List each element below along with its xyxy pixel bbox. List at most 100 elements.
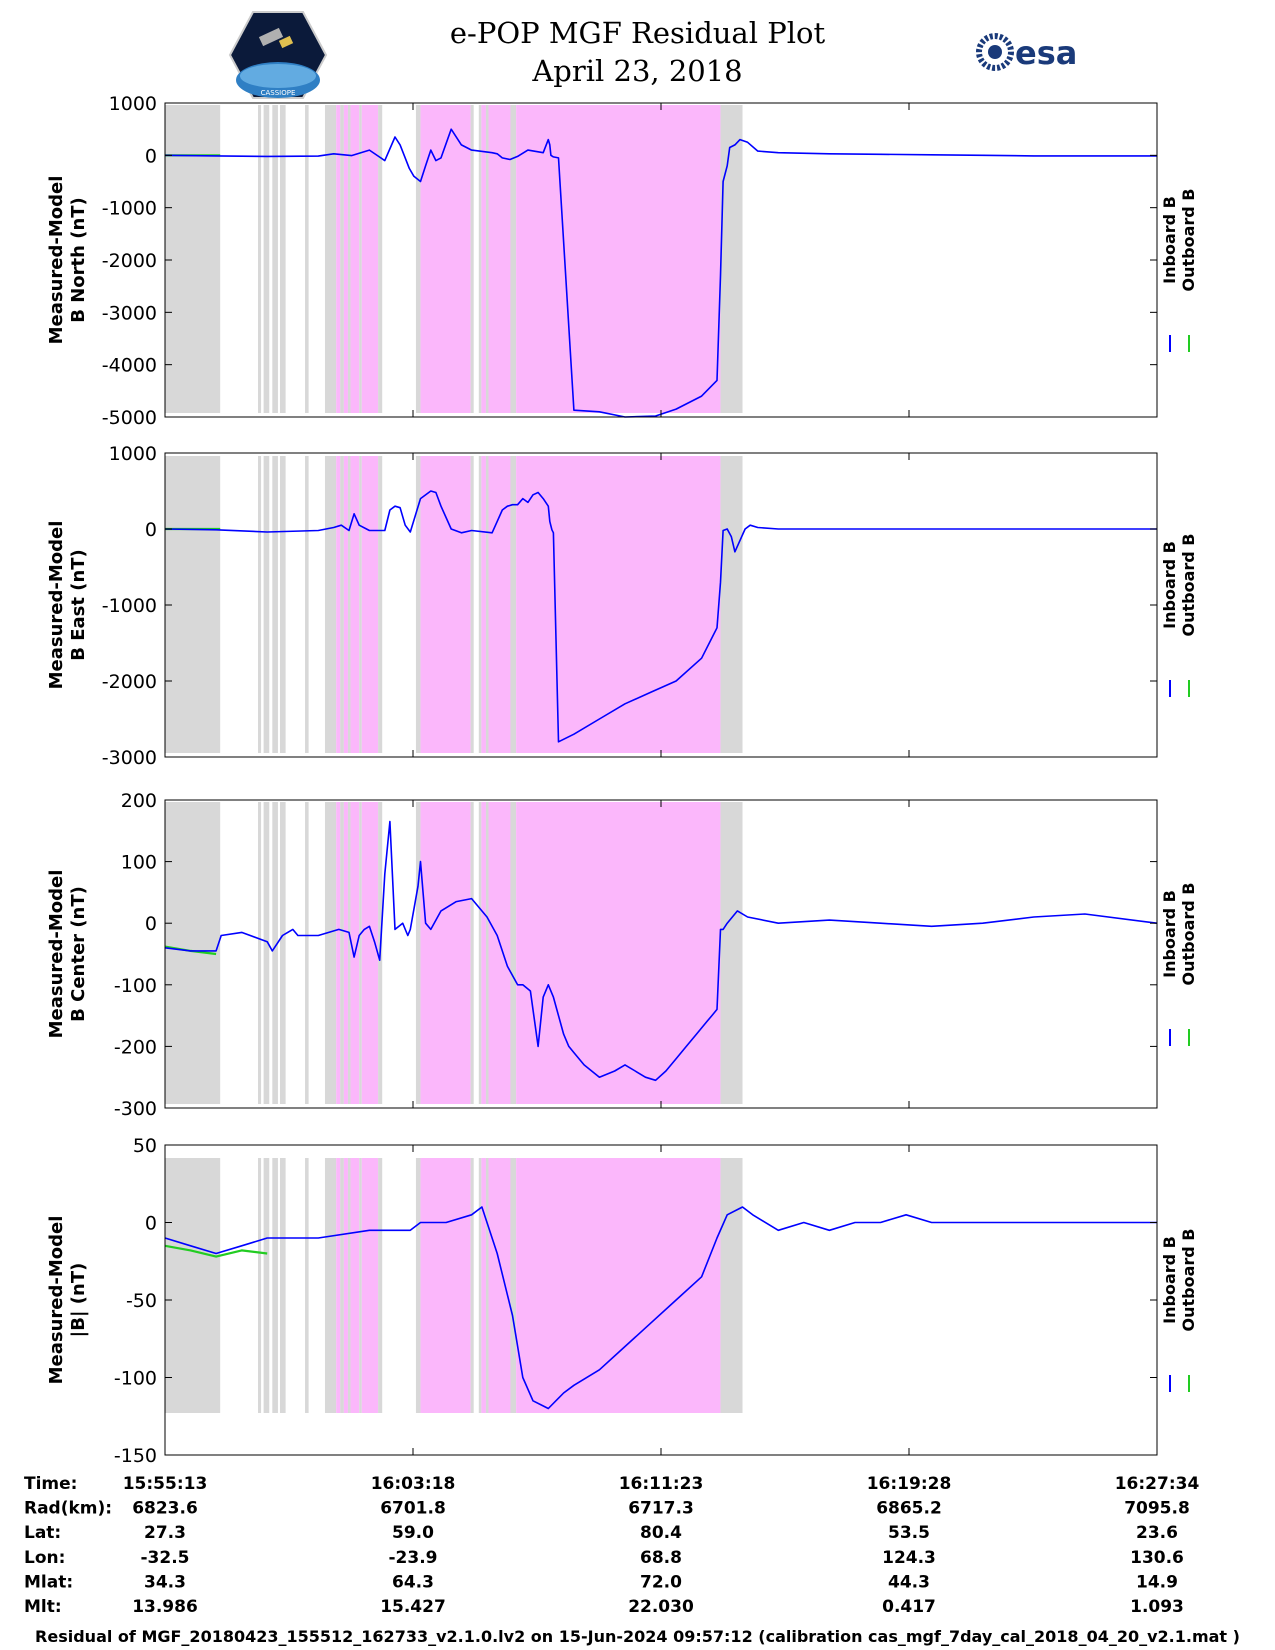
orbit-cell: 44.3: [888, 1572, 930, 1592]
shaded-interval-magenta: [420, 105, 471, 413]
legend-label: Outboard B: [1179, 883, 1198, 986]
shaded-interval-gray: [347, 802, 351, 1104]
panel-2: 1000 0 -1000 -2000 -3000 Measured-ModelB East…: [46, 443, 1198, 769]
legend: Inboard B Outboard B: [1160, 883, 1198, 1046]
shaded-interval-magenta: [343, 456, 348, 753]
plot-title: e-POP MGF Residual Plot: [449, 16, 826, 50]
shaded-interval-gray: [415, 802, 421, 1104]
shaded-interval-gray: [305, 105, 309, 413]
legend-label: Outboard B: [1179, 1229, 1198, 1332]
series-line-inboard: [164, 1206, 1157, 1410]
shaded-interval-gray: [324, 456, 337, 753]
shaded-interval-magenta: [420, 802, 471, 1104]
orbit-cell: 16:27:34: [1115, 1474, 1200, 1494]
shaded-interval-gray: [378, 105, 383, 413]
legend-label: Outboard B: [1179, 534, 1198, 637]
y-axis-label-line: B East (nT): [68, 549, 89, 661]
y-axis-label: Measured-ModelB North (nT): [46, 176, 89, 345]
shaded-interval-gray: [258, 105, 262, 413]
shaded-interval-magenta: [516, 1158, 721, 1413]
shaded-interval-gray: [347, 105, 351, 413]
shaded-interval-gray: [470, 105, 474, 413]
shaded-interval-gray: [510, 1158, 517, 1413]
y-tick-label: 1000: [109, 443, 157, 465]
footer-caption: Residual of MGF_20180423_155512_162733_v…: [35, 1627, 1240, 1646]
shaded-interval-gray: [340, 802, 344, 1104]
y-axis-label-line: Measured-Model: [46, 521, 67, 690]
shaded-interval-magenta: [336, 1158, 341, 1413]
shaded-interval-gray: [347, 456, 351, 753]
shaded-interval-gray: [305, 456, 309, 753]
y-axis-label-line: B Center (nT): [68, 886, 89, 1022]
shaded-interval-magenta: [343, 802, 348, 1104]
shaded-interval-gray: [258, 802, 262, 1104]
orbit-cell: 15.427: [380, 1597, 446, 1617]
shaded-interval-gray: [340, 1158, 344, 1413]
y-tick-label: -1000: [102, 198, 157, 220]
orbit-cell: 72.0: [640, 1572, 682, 1592]
shaded-interval-gray: [478, 802, 482, 1104]
orbit-cell: 64.3: [392, 1572, 434, 1592]
orbit-cell: -23.9: [389, 1548, 438, 1568]
orbit-cell: 1.093: [1130, 1597, 1184, 1617]
shaded-interval-magenta: [481, 802, 486, 1104]
shaded-interval-magenta: [336, 802, 341, 1104]
orbit-cell: -32.5: [141, 1548, 190, 1568]
y-tick-label: -5000: [102, 407, 157, 429]
orbit-cell: 34.3: [144, 1572, 186, 1592]
shaded-interval-gray: [165, 1158, 221, 1413]
panel-1: 1000 0 -1000 -2000 -3000 -4000 -5000 Measured-M…: [46, 93, 1198, 429]
shaded-interval-gray: [279, 802, 286, 1104]
y-tick-label: -4000: [102, 355, 157, 377]
legend-label: Inboard B: [1160, 890, 1179, 978]
shaded-interval-gray: [272, 456, 278, 753]
orbit-cell: 16:11:23: [619, 1474, 704, 1494]
cassiope-logo-text: CASSIOPE: [261, 89, 296, 97]
shaded-interval-gray: [324, 105, 337, 413]
shaded-interval-gray: [378, 456, 383, 753]
y-tick-label: -3000: [102, 302, 157, 324]
orbit-cell: 130.6: [1130, 1548, 1184, 1568]
orbit-cell: 22.030: [628, 1597, 694, 1617]
orbit-row-label: Time:: [24, 1474, 77, 1494]
shaded-interval-gray: [485, 1158, 489, 1413]
orbit-cell: 14.9: [1136, 1572, 1178, 1592]
orbit-cell: 15:55:13: [123, 1474, 208, 1494]
orbit-cell: 124.3: [882, 1548, 936, 1568]
shaded-interval-magenta: [481, 105, 486, 413]
shaded-interval-gray: [359, 1158, 362, 1413]
shaded-interval-magenta: [516, 105, 721, 413]
orbit-row-label: Rad(km):: [24, 1499, 112, 1519]
orbit-cell: 68.8: [640, 1548, 682, 1568]
series-line-inboard: [164, 490, 1157, 743]
shaded-interval-gray: [470, 456, 474, 753]
y-axis-label: Measured-ModelB Center (nT): [46, 870, 89, 1039]
y-tick-label: 0: [145, 913, 157, 935]
shaded-interval-gray: [485, 105, 489, 413]
shaded-interval-gray: [258, 456, 262, 753]
legend: Inboard B Outboard B: [1160, 1229, 1198, 1392]
legend-label: Inboard B: [1160, 1236, 1179, 1324]
legend-label: Outboard B: [1179, 189, 1198, 292]
shaded-interval-magenta: [336, 456, 341, 753]
y-tick-label: -100: [114, 975, 157, 997]
shaded-interval-gray: [305, 802, 309, 1104]
orbit-cell: 6717.3: [628, 1499, 694, 1519]
orbit-cell: 6865.2: [876, 1499, 942, 1519]
shaded-interval-gray: [263, 1158, 270, 1413]
y-tick-label: -2000: [102, 250, 157, 272]
shaded-interval-gray: [340, 456, 344, 753]
orbit-row-label: Lon:: [24, 1548, 65, 1568]
y-tick-label: -50: [126, 1290, 157, 1312]
shaded-interval-gray: [478, 1158, 482, 1413]
esa-logo-text: esa: [1015, 34, 1077, 72]
shaded-interval-gray: [359, 105, 362, 413]
shaded-interval-gray: [720, 456, 743, 753]
shaded-interval-magenta: [361, 802, 379, 1104]
shaded-interval-magenta: [488, 802, 511, 1104]
y-axis-label-line: Measured-Model: [46, 870, 67, 1039]
y-tick-label: 0: [145, 1213, 157, 1235]
shaded-interval-gray: [470, 1158, 474, 1413]
y-tick-label: 50: [133, 1135, 157, 1157]
